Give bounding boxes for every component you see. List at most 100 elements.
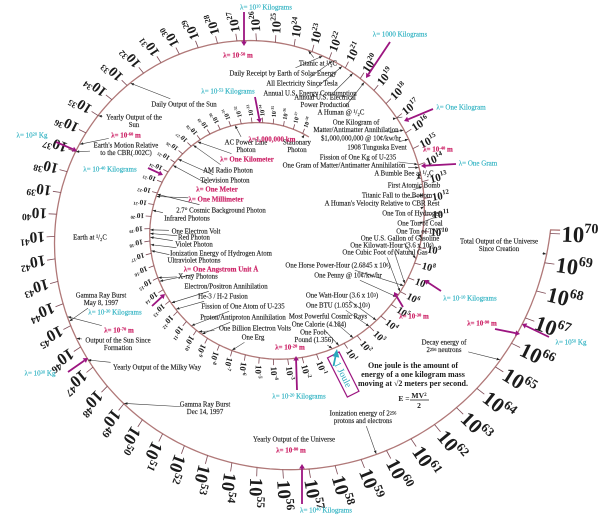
svg-text:Since Creation: Since Creation (479, 246, 520, 253)
svg-text:A Bumble Bee at ¹/₂C: A Bumble Bee at ¹/₂C (374, 170, 434, 177)
svg-text:2: 2 (417, 401, 421, 410)
svg-text:Stationary: Stationary (283, 140, 312, 147)
svg-text:Violet Photon: Violet Photon (175, 241, 213, 248)
svg-text:10-35: 10-35 (270, 106, 278, 118)
svg-text:One Erg: One Erg (242, 334, 265, 341)
svg-text:Dec 14, 1997: Dec 14, 1997 (187, 409, 224, 416)
svg-text:10-38: 10-38 (302, 116, 313, 129)
svg-text:One joule is the amount of: One joule is the amount of (368, 361, 458, 370)
svg-text:One Billion Electron Volts: One Billion Electron Volts (219, 325, 291, 332)
svg-text:He-3 / H-2 Fusion: He-3 / H-2 Fusion (198, 293, 248, 300)
svg-text:AM Radio Photon: AM Radio Photon (203, 167, 253, 174)
svg-text:to the CBR(.002C): to the CBR(.002C) (100, 150, 152, 157)
svg-text:X-ray Photons: X-ray Photons (178, 273, 218, 280)
svg-text:λ= 10-30 Kilograms: λ= 10-30 Kilograms (88, 308, 142, 316)
svg-text:Pound (1.356): Pound (1.356) (295, 337, 334, 344)
svg-text:Sun: Sun (129, 122, 140, 129)
svg-text:Yearly Output of the Milky Way: Yearly Output of the Milky Way (113, 364, 202, 371)
svg-text:λ= 10-30 m: λ= 10-30 m (399, 312, 429, 320)
svg-text:1069: 1069 (554, 252, 594, 282)
svg-text:Electron/Positron Annihilation: Electron/Positron Annihilation (184, 283, 268, 290)
svg-text:Yearly Output of the: Yearly Output of the (106, 115, 162, 122)
svg-text:2256 neutrons: 2256 neutrons (426, 347, 461, 354)
svg-text:One Penny @ 10¢/kw/hr: One Penny @ 10¢/kw/hr (314, 272, 382, 279)
svg-text:One Electron Volt: One Electron Volt (172, 228, 221, 235)
svg-text:One U.S. Gallon of Gasoline: One U.S. Gallon of Gasoline (361, 235, 440, 242)
svg-text:One Ton of Coal: One Ton of Coal (397, 220, 442, 227)
svg-text:One Watt-Hour (3.6 x 103): One Watt-Hour (3.6 x 103) (306, 292, 378, 299)
svg-text:λ= 10-60 m: λ= 10-60 m (111, 131, 141, 139)
svg-text:One Kilogram of: One Kilogram of (333, 120, 380, 127)
svg-text:One Ton of Hydrogen: One Ton of Hydrogen (382, 210, 442, 217)
svg-text:Titanic Fall to the Bottom: Titanic Fall to the Bottom (362, 192, 433, 199)
svg-text:Fission of One Kg of U-235: Fission of One Kg of U-235 (320, 154, 397, 161)
svg-text:10-33: 10-33 (245, 104, 255, 117)
svg-text:1908 Tunguska Event: 1908 Tunguska Event (347, 144, 406, 151)
svg-text:One Kilowatt-Hour (3.6 x 106): One Kilowatt-Hour (3.6 x 106) (350, 242, 434, 249)
svg-text:λ= One Angstrom Unit Å: λ= One Angstrom Unit Å (184, 265, 259, 273)
svg-text:10-34: 10-34 (258, 104, 266, 116)
svg-text:λ= 10-40 Kilograms: λ= 10-40 Kilograms (83, 165, 137, 173)
svg-text:Daily Output of the Sun: Daily Output of the Sun (151, 101, 217, 108)
svg-text:Titanic at ¹/₂C: Titanic at ¹/₂C (299, 60, 338, 67)
svg-text:λ= 1000 Kilograms: λ= 1000 Kilograms (373, 30, 428, 38)
svg-text:λ= One Kilogram: λ= One Kilogram (436, 103, 486, 111)
svg-text:λ= 1010 Kilograms: λ= 1010 Kilograms (240, 3, 292, 11)
svg-text:Earth at ¹/₂C: Earth at ¹/₂C (73, 234, 107, 241)
svg-text:λ= 10-40 m: λ= 10-40 m (423, 145, 453, 153)
svg-text:λ= 10-80 m: λ= 10-80 m (276, 446, 306, 454)
svg-text:10-20: 10-20 (130, 211, 145, 221)
svg-text:Gamma Ray Burst: Gamma Ray Burst (180, 402, 231, 409)
svg-text:Red Photon: Red Photon (178, 234, 211, 241)
svg-text:MV2: MV2 (411, 391, 427, 400)
svg-text:One Gram of Matter/Antimatter: One Gram of Matter/Antimatter Annihilati… (283, 162, 406, 169)
svg-text:Ultraviolet Photons: Ultraviolet Photons (167, 257, 220, 264)
svg-text:10-19: 10-19 (128, 224, 143, 234)
svg-text:λ= 10-20 m: λ= 10-20 m (275, 343, 305, 351)
svg-text:λ= 10-50 m: λ= 10-50 m (223, 51, 253, 59)
svg-text:Formation: Formation (104, 345, 133, 352)
svg-text:A Human's Velocity Relative to: A Human's Velocity Relative to CBR Rest (325, 200, 440, 207)
svg-text:2.7° Cosmic Background Photon: 2.7° Cosmic Background Photon (176, 207, 266, 214)
svg-text:λ= 10-53 Kilograms: λ= 10-53 Kilograms (201, 87, 255, 95)
svg-text:10-36: 10-36 (281, 108, 290, 120)
svg-text:Daily Receipt by Earth of Sola: Daily Receipt by Earth of Solar Energy (229, 70, 337, 77)
svg-text:One Foot-: One Foot- (300, 330, 328, 337)
svg-text:λ= 10-20 Kilograms: λ= 10-20 Kilograms (272, 392, 326, 400)
svg-text:Output of the Sun Since: Output of the Sun Since (85, 338, 150, 345)
svg-text:10-37: 10-37 (292, 111, 302, 124)
svg-text:λ= One Millimeter: λ= One Millimeter (188, 195, 243, 203)
svg-text:λ= 1040 Kilograms: λ= 1040 Kilograms (300, 506, 352, 514)
svg-text:One Calorie (4.184): One Calorie (4.184) (292, 321, 347, 328)
svg-text:$1,000,000,000 @ 10¢/kw/hr: $1,000,000,000 @ 10¢/kw/hr (321, 135, 402, 142)
svg-text:Photon: Photon (287, 147, 307, 154)
svg-text:moving at √2 meters per second: moving at √2 meters per second. (358, 379, 468, 388)
svg-text:Earth's Motion Relative: Earth's Motion Relative (94, 143, 159, 150)
svg-text:All Electricity Since Tesla: All Electricity Since Tesla (266, 80, 337, 87)
svg-text:Gamma Ray Burst: Gamma Ray Burst (76, 293, 127, 300)
svg-text:Ionization energy of 2256: Ionization energy of 2256 (330, 410, 397, 417)
svg-text:One Horse Power-Hour (2.6845 x: One Horse Power-Hour (2.6845 x 106) (285, 262, 390, 269)
svg-text:One Cubic Foot of Natural Gas: One Cubic Foot of Natural Gas (342, 249, 427, 256)
svg-text:Total Output of the Universe: Total Output of the Universe (460, 239, 538, 246)
svg-text:Infrared Photons: Infrared Photons (164, 215, 210, 222)
svg-text:A Human @ ¹/₂C: A Human @ ¹/₂C (318, 109, 365, 116)
svg-text:λ= 10-10 Kilograms: λ= 10-10 Kilograms (443, 294, 497, 302)
svg-text:λ= 10-70 m: λ= 10-70 m (104, 326, 134, 334)
svg-text:Decay energy of: Decay energy of (422, 340, 468, 347)
svg-text:10-32: 10-32 (232, 105, 243, 119)
svg-text:λ= 10-90 m: λ= 10-90 m (467, 319, 497, 327)
svg-text:10-18: 10-18 (128, 237, 144, 248)
svg-text:Proton/Antiproton Annihilation: Proton/Antiproton Annihilation (200, 314, 286, 321)
svg-text:Matter/Antimatter Annihilation: Matter/Antimatter Annihilation (313, 127, 399, 134)
svg-text:May 8, 1997: May 8, 1997 (84, 300, 119, 307)
svg-text:10-21: 10-21 (132, 197, 147, 208)
svg-text:Most Powerful Cosmic Rays: Most Powerful Cosmic Rays (289, 313, 368, 320)
svg-text:First Atomic Bomb: First Atomic Bomb (388, 182, 441, 189)
svg-text:AC Power Line: AC Power Line (225, 140, 268, 147)
svg-text:One Ton of TNT: One Ton of TNT (396, 228, 442, 235)
svg-text:λ=1,000,000 km: λ=1,000,000 km (249, 135, 296, 143)
svg-text:10-4: 10-4 (269, 366, 280, 380)
svg-text:λ= 1020 Kg: λ= 1020 Kg (17, 131, 48, 139)
svg-text:One BTU (1.055 x 103): One BTU (1.055 x 103) (306, 302, 370, 309)
